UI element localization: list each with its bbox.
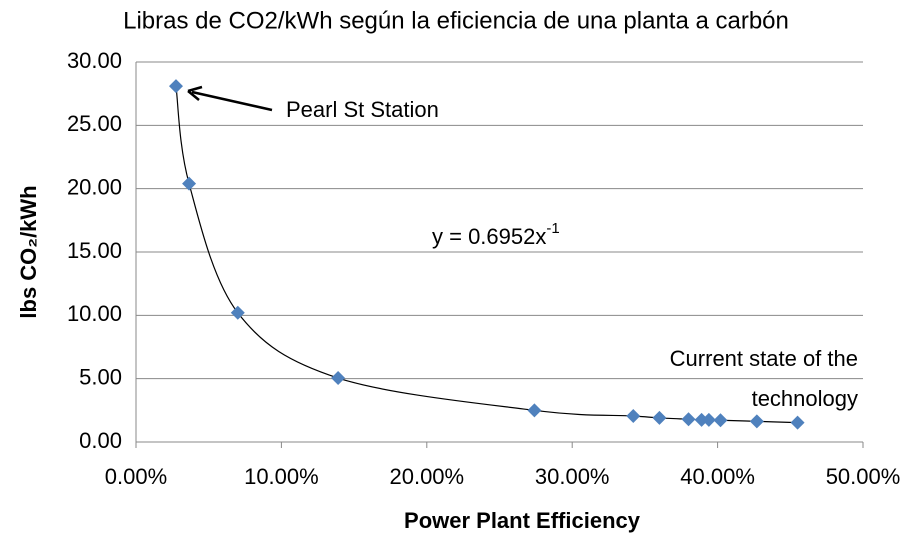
x-tick-label: 30.00% (535, 464, 610, 489)
annotation-arrow (191, 90, 273, 112)
x-tick-label: 10.00% (244, 464, 319, 489)
x-tick-label: 20.00% (389, 464, 464, 489)
x-tick-label: 50.00% (826, 464, 901, 489)
annotation: Current state of the (670, 346, 858, 371)
point (681, 412, 696, 427)
arrow-head (187, 85, 203, 101)
trend-line (175, 85, 798, 424)
point (331, 371, 346, 386)
point (527, 403, 542, 418)
x-tick-label: 0.00% (105, 464, 167, 489)
point (790, 415, 805, 430)
equation-superscript: -1 (546, 220, 559, 237)
point (182, 176, 197, 191)
annotation: technology (752, 386, 858, 411)
equation: y = 0.6952x-1 (432, 220, 560, 249)
point (701, 412, 716, 427)
x-axis-label: Power Plant Efficiency (404, 508, 641, 533)
point (168, 79, 183, 94)
y-tick-label: 15.00 (67, 238, 122, 263)
y-axis-label: lbs CO₂/kWh (16, 185, 41, 318)
point (713, 413, 728, 428)
y-tick-label: 30.00 (67, 48, 122, 73)
x-tick-label: 40.00% (680, 464, 755, 489)
y-tick-label: 5.00 (79, 364, 122, 389)
point (694, 412, 709, 427)
point (230, 305, 245, 320)
equation-text: y = 0.6952x (432, 224, 546, 249)
chart-title: Libras de CO2/kWh según la eficiencia de… (123, 7, 789, 34)
y-tick-label: 25.00 (67, 111, 122, 136)
y-tick-label: 0.00 (79, 428, 122, 453)
point (749, 414, 764, 429)
point (652, 410, 667, 425)
y-tick-label: 20.00 (67, 174, 122, 199)
y-tick-label: 10.00 (67, 301, 122, 326)
annotation: Pearl St Station (286, 97, 439, 122)
point (626, 409, 641, 424)
